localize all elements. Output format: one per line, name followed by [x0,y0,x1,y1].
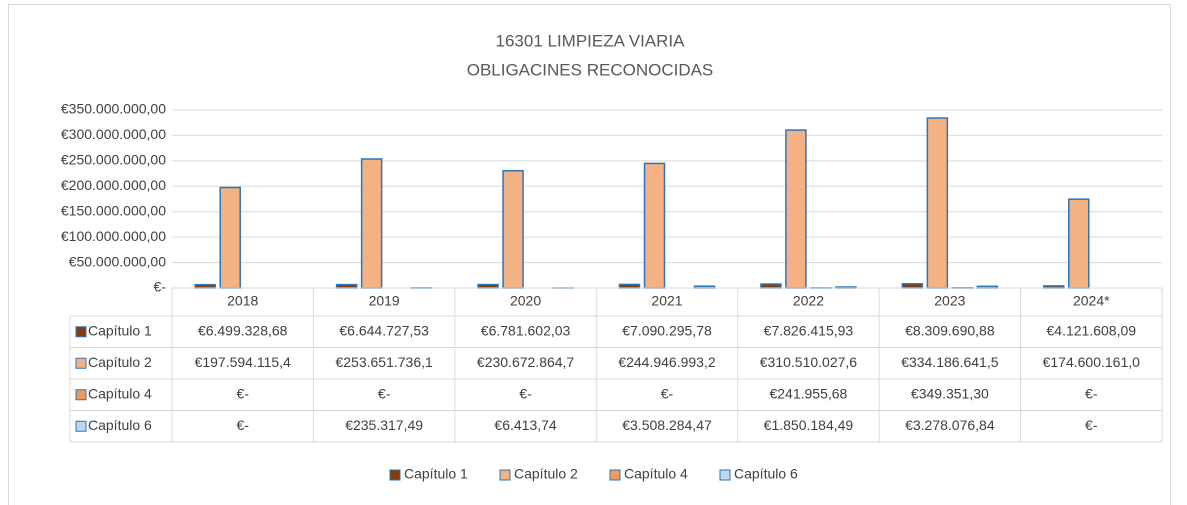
table-cell: €- [236,417,249,433]
table-legend-key [75,326,87,338]
table-cell: €174.600.161,0 [1043,354,1141,370]
table-cell: €197.594.115,4 [195,354,291,370]
table-cell: €235.317,49 [345,417,423,433]
x-tick-label: 2024* [1073,293,1110,309]
bar [360,158,383,289]
y-tick-label: €150.000.000,00 [61,202,166,218]
bar [1068,198,1090,289]
table-cell: €3.278.076,84 [905,417,995,433]
x-tick-label: 2022 [793,293,824,309]
bar [901,283,924,289]
x-tick-label: 2018 [227,293,258,309]
legend-label: Capítulo 1 [404,466,468,482]
table-cell: €- [661,385,674,401]
table-cell: €- [378,385,391,401]
bar [643,162,666,289]
table-cell: €- [1085,417,1098,433]
table-cell: €253.651.736,1 [335,354,433,370]
legend-key [389,469,401,481]
x-tick-label: 2019 [369,293,400,309]
y-tick-label: €50.000.000,00 [69,253,167,269]
table-cell: €- [236,385,249,401]
table-legend-key [75,357,87,369]
bar [502,169,524,289]
table-cell: €4.121.608,09 [1047,322,1137,338]
x-tick-label: 2023 [934,293,965,309]
table-cell: €6.413,74 [494,417,556,433]
chart-subtitle: OBLIGACINES RECONOCIDAS [467,60,714,79]
chart-title: 16301 LIMPIEZA VIARIA [496,31,686,50]
table-cell: €3.508.284,47 [622,417,712,433]
table-cell: €6.781.602,03 [481,322,571,338]
bar [219,186,241,289]
table-cell: €310.510.027,6 [760,354,858,370]
y-tick-label: €250.000.000,00 [61,152,166,168]
table-cell: €- [1085,385,1098,401]
table-cell: €6.644.727,53 [339,322,429,338]
bar [618,283,641,289]
y-tick-label: €200.000.000,00 [61,177,166,193]
bar [926,117,949,289]
y-tick-label: €- [154,279,167,295]
table-cell: €7.090.295,78 [622,322,712,338]
table-row-header: Capítulo 4 [88,385,152,401]
legend-key [719,469,731,481]
table-legend-key [75,389,87,401]
bar [477,283,499,289]
table-cell: €349.351,30 [911,385,989,401]
table-cell: €230.672.864,7 [477,354,575,370]
bar [785,129,807,289]
x-tick-label: 2021 [651,293,682,309]
legend-label: Capítulo 2 [514,466,578,482]
table-legend-key [75,420,87,432]
bar [335,283,358,289]
table-row-header: Capítulo 1 [88,322,152,338]
table-cell: €334.186.641,5 [901,354,999,370]
y-tick-label: €300.000.000,00 [61,126,166,142]
table-cell: €6.499.328,68 [198,322,288,338]
bar [760,283,782,289]
x-tick-label: 2020 [510,293,541,309]
legend-label: Capítulo 4 [624,466,688,482]
y-tick-label: €350.000.000,00 [61,101,166,117]
table-cell: €244.946.993,2 [618,354,716,370]
table-row-header: Capítulo 6 [88,417,152,433]
legend-key [499,469,511,481]
table-cell: €241.955,68 [769,385,847,401]
table-cell: €8.309.690,88 [905,322,995,338]
legend-label: Capítulo 6 [734,466,798,482]
table-cell: €1.850.184,49 [764,417,854,433]
table-row-header: Capítulo 2 [88,354,152,370]
table-cell: €- [519,385,532,401]
table-cell: €7.826.415,93 [764,322,854,338]
legend-key [609,469,621,481]
chart-frame [8,4,1171,505]
y-tick-label: €100.000.000,00 [61,228,166,244]
